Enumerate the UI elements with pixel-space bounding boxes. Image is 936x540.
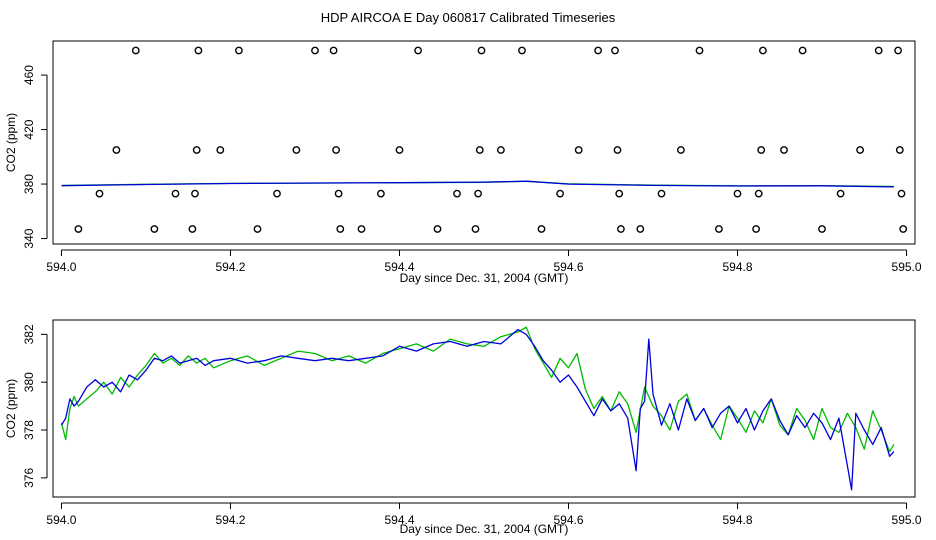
data-point xyxy=(733,189,742,198)
data-point xyxy=(150,225,159,233)
data-point xyxy=(292,146,301,154)
x-tick-label: 594.6 xyxy=(553,513,583,527)
data-point xyxy=(798,46,807,55)
data-point xyxy=(759,46,767,55)
data-point xyxy=(95,189,104,198)
x-tick-label: 594.4 xyxy=(384,260,414,274)
x-axis-title: Day since Dec. 31, 2004 (GMT) xyxy=(400,271,569,285)
data-point xyxy=(471,225,480,233)
data-point xyxy=(336,225,345,233)
x-tick-label: 594.4 xyxy=(384,513,414,527)
data-point xyxy=(357,225,366,233)
y-axis-title: CO2 (ppm) xyxy=(4,113,18,172)
data-point xyxy=(273,189,281,198)
y-tick-label: 420 xyxy=(22,119,36,139)
x-tick-label: 594.0 xyxy=(46,513,76,527)
data-point xyxy=(615,189,624,198)
data-point xyxy=(192,146,201,154)
data-point xyxy=(537,225,546,233)
x-tick-label: 594.2 xyxy=(215,513,245,527)
y-tick-label: 382 xyxy=(22,324,36,344)
data-point xyxy=(191,189,199,198)
data-point xyxy=(414,46,422,55)
x-tick-label: 595.0 xyxy=(892,513,922,527)
series-line-1 xyxy=(60,326,895,453)
data-point xyxy=(752,225,760,233)
data-point xyxy=(131,46,140,55)
data-point xyxy=(475,146,484,154)
data-point xyxy=(780,146,788,154)
chart-title: HDP AIRCOA E Day 060817 Calibrated Times… xyxy=(321,10,616,25)
data-point xyxy=(453,189,461,198)
y-tick-label: 380 xyxy=(22,372,36,392)
data-point xyxy=(112,146,121,154)
data-point xyxy=(496,146,505,154)
x-tick-label: 594.8 xyxy=(723,513,753,527)
data-point xyxy=(188,225,197,233)
data-point xyxy=(518,46,526,55)
data-point xyxy=(836,189,845,198)
y-tick-label: 460 xyxy=(22,65,36,85)
x-tick-label: 594.8 xyxy=(723,260,753,274)
x-tick-label: 594.2 xyxy=(215,260,245,274)
plot-frame xyxy=(52,40,916,245)
data-point xyxy=(334,189,343,198)
x-tick-label: 595.0 xyxy=(892,260,922,274)
data-point xyxy=(611,46,619,55)
data-point xyxy=(895,146,904,154)
data-point xyxy=(594,46,602,55)
data-point xyxy=(617,225,625,233)
data-point xyxy=(757,146,766,154)
x-tick-label: 594.0 xyxy=(46,260,76,274)
data-point xyxy=(216,146,225,154)
data-point xyxy=(613,146,622,154)
data-point xyxy=(899,225,908,233)
panel-bottom: 594.0 594.2 594.4 594.6 594.8 595.0 376 378 380 3… xyxy=(4,319,922,536)
data-point xyxy=(474,189,482,198)
data-point xyxy=(574,146,583,154)
x-tick-label: 594.6 xyxy=(553,260,583,274)
data-point xyxy=(695,46,704,55)
data-point xyxy=(894,46,902,55)
y-tick-label: 340 xyxy=(22,228,36,248)
plot-frame xyxy=(52,319,916,498)
data-point xyxy=(856,146,864,154)
data-point xyxy=(332,146,340,154)
data-point xyxy=(636,225,645,233)
data-point xyxy=(556,189,564,198)
data-point xyxy=(311,46,319,55)
data-point xyxy=(376,189,385,198)
y-axis-title: CO2 (ppm) xyxy=(4,379,18,438)
data-point xyxy=(657,189,666,198)
data-point xyxy=(329,46,338,55)
series-line-2 xyxy=(61,180,894,188)
data-point xyxy=(234,46,243,55)
y-tick-label: 380 xyxy=(22,174,36,194)
data-point xyxy=(677,146,685,154)
data-point xyxy=(194,46,203,55)
data-point xyxy=(818,225,826,233)
data-point xyxy=(395,146,404,154)
data-point xyxy=(253,225,262,233)
x-axis-title: Day since Dec. 31, 2004 (GMT) xyxy=(400,522,569,536)
series-line-2 xyxy=(60,328,895,491)
data-point xyxy=(477,46,486,55)
data-point xyxy=(715,225,723,233)
data-point xyxy=(897,189,906,198)
data-point xyxy=(433,225,442,233)
panel-top: 594.0 594.2 594.4 594.6 594.8 595.0 340 380 420 4… xyxy=(4,40,922,285)
y-tick-label: 378 xyxy=(22,420,36,440)
data-point xyxy=(74,225,83,233)
y-tick-label: 376 xyxy=(22,468,36,488)
data-point xyxy=(171,189,180,198)
data-point xyxy=(754,189,763,198)
data-point xyxy=(874,46,883,55)
